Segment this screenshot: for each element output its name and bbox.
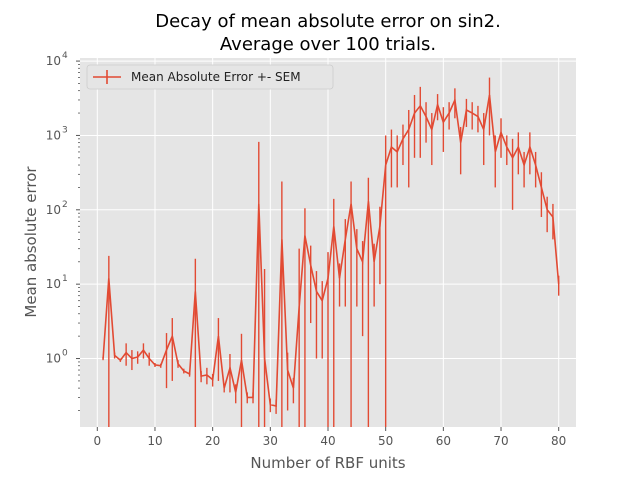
chart-title-line-1: Decay of mean absolute error on sin2. [155, 11, 501, 32]
legend: Mean Absolute Error +- SEM [86, 64, 334, 90]
x-axis-label: Number of RBF units [250, 454, 405, 472]
legend-box [86, 64, 334, 90]
y-tick-label: 10 [46, 203, 61, 217]
y-tick-exponent: 3 [62, 125, 68, 135]
y-tick-label: 10 [46, 277, 61, 291]
y-tick-label: 10 [46, 128, 61, 142]
x-tick-label: 20 [205, 434, 220, 448]
x-tick-label: 10 [147, 434, 162, 448]
x-tick-label: 50 [378, 434, 393, 448]
x-tick-label: 80 [551, 434, 566, 448]
y-tick-label: 10 [46, 54, 61, 68]
x-axis-ticks: 0 10 20 30 40 50 60 70 80 [93, 427, 566, 448]
y-tick-exponent: 1 [62, 274, 68, 284]
y-tick-exponent: 0 [62, 349, 68, 359]
x-tick-label: 60 [436, 434, 451, 448]
x-tick-label: 30 [263, 434, 278, 448]
legend-label: Mean Absolute Error +- SEM [131, 70, 301, 84]
y-tick-exponent: 4 [62, 51, 68, 61]
chart-title-line-2: Average over 100 trials. [220, 34, 436, 55]
y-tick-exponent: 2 [62, 200, 68, 210]
x-tick-label: 40 [320, 434, 335, 448]
series-line [102, 94, 560, 408]
x-tick-label: 0 [93, 434, 101, 448]
x-tick-label: 70 [493, 434, 508, 448]
y-tick-label: 10 [46, 352, 61, 366]
y-axis-label: Mean absolute error [22, 166, 40, 318]
